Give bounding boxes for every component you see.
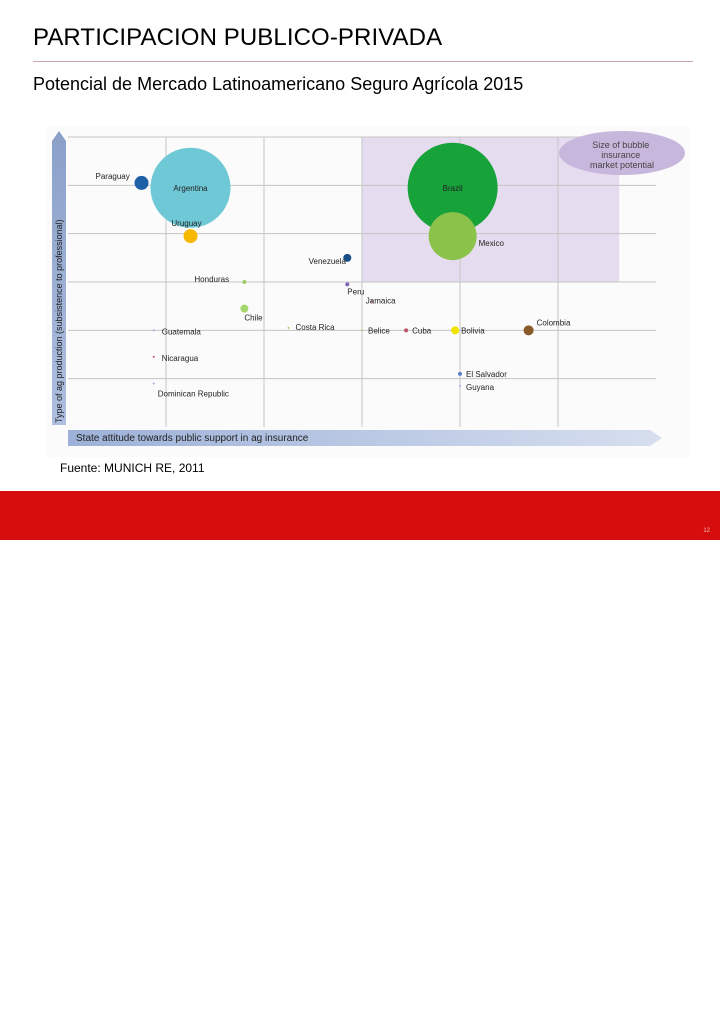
bubble-el-salvador: [458, 371, 462, 376]
bubble-label: Guyana: [466, 383, 495, 392]
bubble-label: Guatemala: [162, 327, 202, 336]
bubble-label: Cuba: [412, 326, 432, 335]
x-axis-label: State attitude towards public support in…: [76, 433, 309, 444]
bubble-cuba: [404, 328, 409, 333]
bubble-uruguay: [183, 229, 198, 244]
bubble-label: Belice: [368, 326, 390, 335]
bubble-label: Honduras: [194, 275, 229, 284]
bubble-chart-svg: Type of ag production (subsistence to pr…: [46, 127, 690, 457]
bubble-label: Jamaica: [366, 296, 396, 305]
bubble-label: El Salvador: [466, 370, 507, 379]
legend-label: Size of bubble insurance market potentia…: [590, 140, 654, 170]
y-axis-label: Type of ag production (subsistence to pr…: [54, 219, 64, 423]
bubble-label: Chile: [244, 314, 263, 323]
bubble-brazil: [407, 142, 498, 233]
bubble-peru: [345, 282, 350, 287]
title-divider: [33, 61, 693, 62]
bubble-costa-rica: [287, 326, 290, 329]
bubble-guatemala: [152, 329, 155, 332]
bubble-guyana: [459, 384, 461, 387]
bubble-label: Colombia: [537, 318, 571, 327]
bubble-honduras: [242, 280, 247, 284]
source-note: Fuente: MUNICH RE, 2011: [60, 461, 205, 475]
bubble-label: Peru: [347, 287, 364, 296]
slide-title: PARTICIPACION PUBLICO-PRIVADA: [33, 24, 443, 51]
footer-bar: MAPFRE 12: [0, 491, 720, 1016]
bubble-label: Nicaragua: [162, 354, 199, 363]
bubble-nicaragua: [152, 355, 155, 358]
page-number: 12: [703, 528, 710, 534]
bubble-label: Dominican Republic: [158, 390, 229, 399]
bubble-label: Brazil: [443, 184, 463, 193]
mapfre-logo-icon: [602, 996, 622, 1016]
bubble-label: Venezuela: [309, 257, 347, 266]
bubble-venezuela: [343, 253, 352, 262]
bubble-chart: Type of ag production (subsistence to pr…: [46, 127, 690, 457]
bubble-argentina: [150, 147, 231, 228]
legend-bubble: [559, 131, 685, 175]
bubble-dominican-republic: [152, 382, 155, 385]
bubble-label: Costa Rica: [296, 323, 336, 332]
bubble-label: Mexico: [479, 239, 505, 248]
x-axis-arrow: [68, 430, 662, 446]
bubble-colombia: [523, 325, 534, 336]
bubble-chile: [240, 304, 249, 313]
bubble-paraguay: [134, 175, 149, 190]
bubble-mexico: [428, 212, 477, 261]
bubble-belice: [361, 329, 363, 332]
mapfre-logo: MAPFRE: [602, 996, 701, 1016]
bubble-bolivia: [451, 326, 460, 335]
mapfre-logo-text: MAPFRE: [627, 996, 701, 1015]
bubble-labels: Paraguay Argentina Brazil Uruguay Mexico Vene…: [96, 172, 571, 399]
bubble-label: Paraguay: [96, 172, 130, 181]
y-axis-arrow: [52, 131, 66, 425]
bubble-series: [134, 142, 534, 387]
bubble-label: Argentina: [173, 184, 208, 193]
slide-subtitle: Potencial de Mercado Latinoamericano Seg…: [33, 74, 524, 94]
bubble-jamaica: [370, 300, 373, 303]
bubble-label: Bolivia: [461, 326, 485, 335]
bubble-label: Uruguay: [171, 219, 201, 228]
